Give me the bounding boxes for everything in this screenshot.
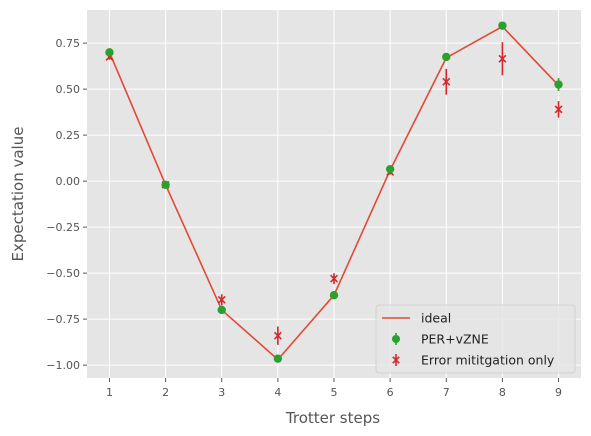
y-tick-label: 0.00	[56, 175, 81, 188]
legend-marker	[392, 335, 400, 343]
y-tick-labels: −1.00 −0.75 −0.50 −0.25 0.00 0.25 0.50 0.75	[46, 37, 87, 372]
x-marker-stroke	[330, 274, 338, 283]
data-point	[498, 54, 507, 63]
y-tick-label: −0.75	[46, 313, 80, 326]
x-tick-label: 7	[443, 386, 450, 399]
y-tick-label: 0.25	[56, 129, 81, 142]
y-tick-label: −0.25	[46, 221, 80, 234]
series-layer	[105, 21, 563, 363]
legend-label: Error mititgation only	[421, 353, 555, 368]
data-point	[442, 77, 451, 86]
legend-entry: Error mititgation only	[392, 353, 555, 368]
data-point	[273, 331, 282, 340]
data-point	[385, 164, 395, 174]
legend-entry: ideal	[382, 311, 451, 326]
y-tick-label: −1.00	[46, 359, 80, 372]
data-point	[217, 295, 226, 304]
data-point	[442, 52, 451, 62]
data-point	[161, 180, 170, 189]
x-marker-stroke	[217, 295, 226, 304]
x-axis-label: Trotter steps	[285, 409, 380, 427]
x-tick-label: 6	[387, 386, 394, 399]
series-per-vzne	[105, 21, 563, 363]
data-point	[330, 274, 338, 283]
legend-box	[375, 304, 576, 374]
y-tick-label: 0.75	[56, 37, 81, 50]
x-marker-stroke	[273, 331, 282, 340]
legend: ideal PER+vZNE Error mititgation only	[375, 304, 576, 374]
x-tick-label: 5	[331, 386, 338, 399]
legend-label: ideal	[421, 311, 451, 326]
data-point	[329, 291, 339, 300]
data-point	[217, 305, 226, 315]
legend-entry: PER+vZNE	[392, 332, 489, 347]
data-point	[273, 354, 283, 363]
x-tick-labels: 1 2 3 4 5 6 7 8 9	[106, 378, 562, 399]
x-marker-stroke	[554, 105, 563, 114]
data-point	[554, 105, 563, 114]
y-axis-label: Expectation value	[9, 127, 27, 262]
x-tick-label: 4	[274, 386, 281, 399]
legend-label: PER+vZNE	[421, 332, 489, 347]
x-marker-stroke	[498, 54, 507, 63]
y-tick-label: −0.50	[46, 267, 80, 280]
x-tick-label: 2	[162, 386, 169, 399]
data-point	[105, 48, 114, 57]
x-marker-stroke	[392, 356, 400, 364]
data-point	[554, 80, 563, 89]
x-tick-label: 3	[218, 386, 225, 399]
data-point	[498, 21, 507, 30]
legend-marker	[392, 356, 400, 364]
x-tick-label: 9	[555, 386, 562, 399]
x-tick-label: 1	[106, 386, 113, 399]
x-tick-label: 8	[499, 386, 506, 399]
y-tick-label: 0.50	[56, 83, 81, 96]
x-marker-stroke	[442, 77, 451, 86]
